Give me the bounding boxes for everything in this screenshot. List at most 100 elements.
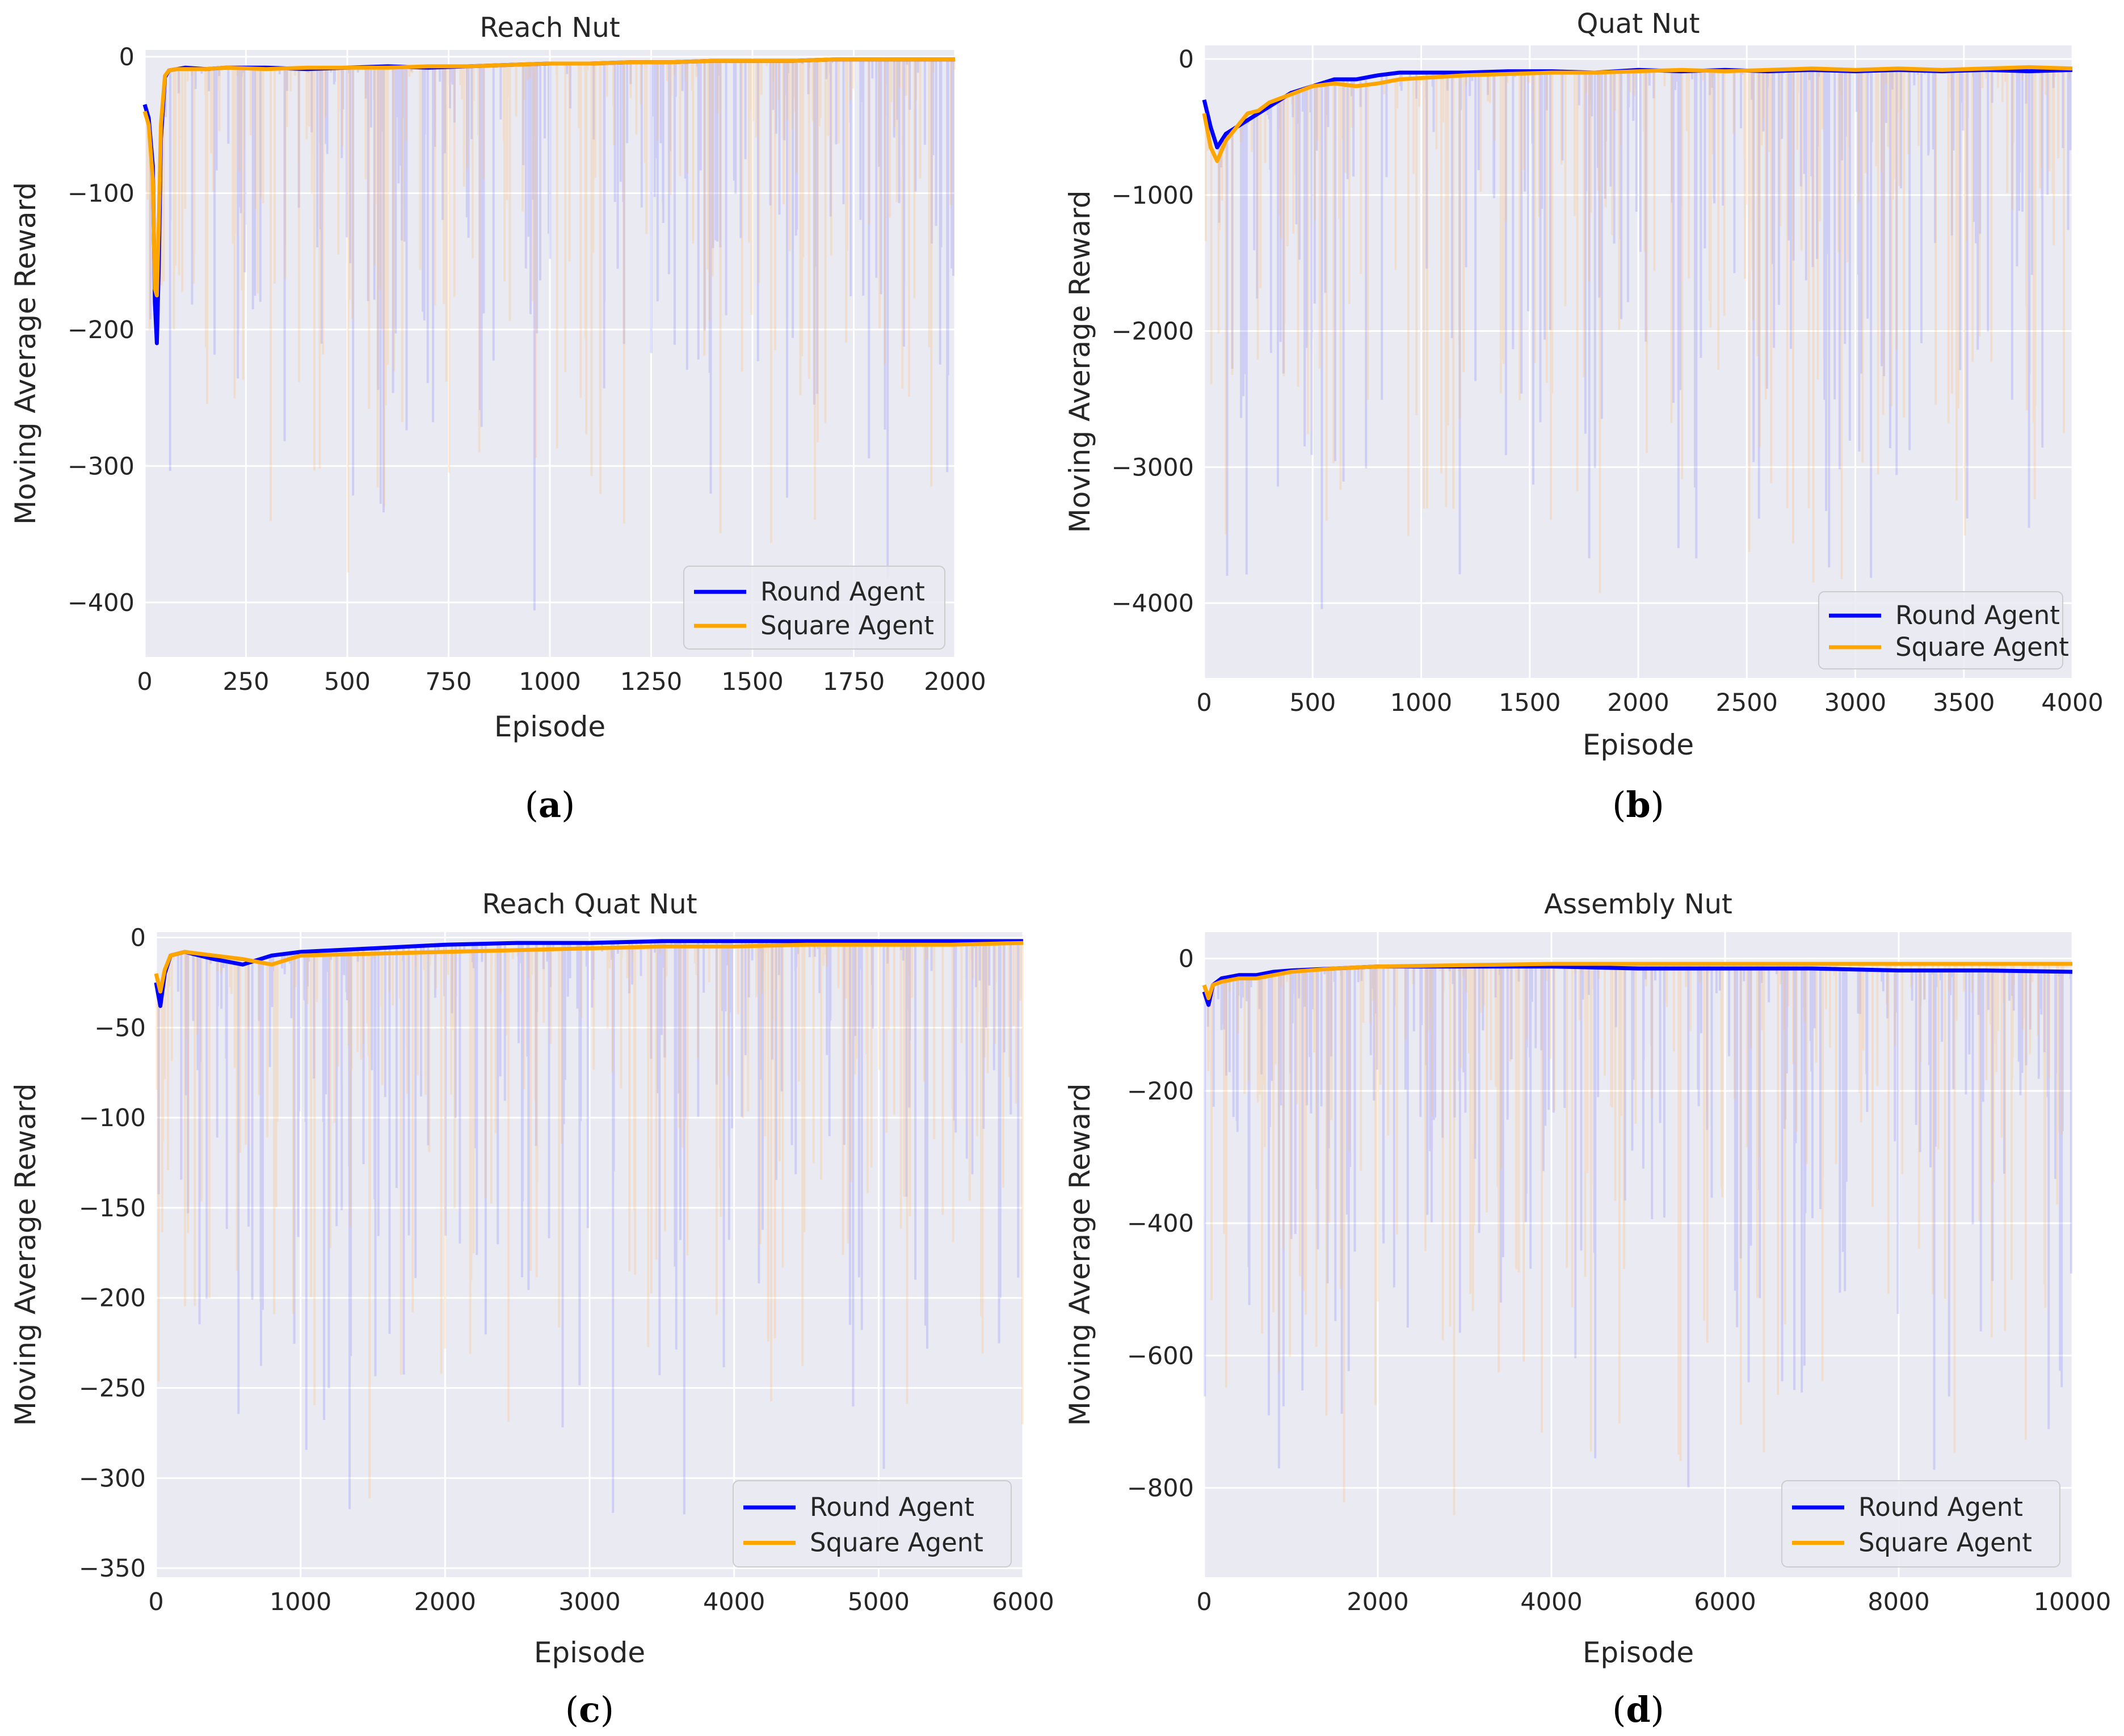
chart-title: Reach Quat Nut: [482, 888, 697, 920]
x-tick-label: 1500: [1499, 689, 1561, 717]
x-tick-label: 4000: [2041, 689, 2103, 717]
raw-round-agent-spikes: [157, 941, 1021, 1515]
legend-label: Square Agent: [1858, 1527, 2032, 1557]
chart-2: 0 500 1000 1500 2000 2500 3000 3500 4000 0 −1000 −2…: [1063, 8, 2104, 825]
x-axis-label: Episode: [1583, 728, 1694, 761]
x-tick-label: 0: [1196, 689, 1212, 717]
chart-title: Quat Nut: [1577, 8, 1700, 40]
y-tick-label: −400: [1127, 1210, 1194, 1238]
y-tick-label: 0: [1179, 945, 1194, 974]
plot-area: [1204, 932, 2072, 1577]
raw-reward-spikes: [146, 59, 956, 611]
y-tick-label: −100: [68, 179, 134, 208]
x-axis-label: Episode: [534, 1636, 645, 1669]
x-tick-label: 1250: [620, 668, 682, 696]
series-line-square-agent: [1202, 65, 2073, 163]
x-tick-label: 5000: [848, 1588, 910, 1616]
y-axis-label: Moving Average Reward: [9, 1084, 42, 1426]
y-tick-label: −250: [79, 1375, 146, 1403]
chart-title: Assembly Nut: [1544, 888, 1732, 920]
x-tick-label: 0: [137, 668, 152, 696]
x-tick-label: 6000: [1694, 1588, 1756, 1616]
y-tick-label: −2000: [1112, 318, 1194, 346]
y-tick-label: −200: [68, 316, 134, 344]
x-tick-label: 4000: [703, 1588, 765, 1616]
legend-box: [733, 1480, 1012, 1568]
chart-1: 0 250 500 750 1000 1250 1500 1750 2000 0 −100 −200 −…: [9, 12, 986, 825]
x-tick-label: 2000: [414, 1588, 476, 1616]
y-tick-label: −150: [79, 1194, 146, 1223]
x-tick-label: 2000: [924, 668, 986, 696]
subfigure-caption: (d): [1612, 1689, 1664, 1730]
y-tick-label: 0: [131, 924, 146, 953]
legend-label: Square Agent: [1895, 632, 2069, 662]
x-tick-label: 3000: [558, 1588, 620, 1616]
x-tick-label: 1000: [270, 1588, 331, 1616]
legend-label: Round Agent: [1895, 600, 2060, 630]
y-axis-label: Moving Average Reward: [1063, 1084, 1096, 1426]
y-axis-label: Moving Average Reward: [1063, 191, 1096, 533]
x-tick-label: 0: [1196, 1588, 1212, 1616]
y-tick-label: 0: [1179, 45, 1194, 74]
legend-box: [683, 566, 945, 650]
y-tick-label: −200: [1127, 1077, 1194, 1106]
legend-label: Round Agent: [810, 1492, 974, 1522]
y-tick-label: −1000: [1112, 182, 1194, 210]
legend-label: Square Agent: [810, 1527, 983, 1557]
x-tick-label: 1000: [519, 668, 581, 696]
legend-label: Round Agent: [760, 576, 925, 606]
series-line-square-agent: [1202, 962, 2072, 1001]
legend-box: [1818, 591, 2063, 669]
x-tick-label: 250: [222, 668, 269, 696]
legend-label: Square Agent: [760, 610, 934, 641]
y-tick-label: −3000: [1112, 453, 1194, 482]
y-tick-label: −300: [68, 452, 134, 481]
raw-square-agent-spikes: [1207, 964, 2068, 1515]
y-tick-label: −50: [94, 1014, 146, 1042]
chart-3: 0 1000 2000 3000 4000 5000 6000 0 −50 −100 −150 −20…: [9, 888, 1054, 1730]
x-tick-label: 1500: [721, 668, 783, 696]
y-tick-label: −800: [1127, 1474, 1194, 1503]
x-tick-label: 1000: [1390, 689, 1452, 717]
y-tick-label: −350: [79, 1554, 146, 1583]
y-tick-label: −4000: [1112, 589, 1194, 618]
legend-label: Round Agent: [1858, 1492, 2023, 1522]
x-tick-label: 500: [1289, 689, 1336, 717]
y-tick-label: 0: [119, 43, 134, 71]
x-axis-label: Episode: [1583, 1636, 1694, 1669]
x-tick-label: 500: [324, 668, 371, 696]
subfigure-caption: (b): [1612, 784, 1664, 825]
y-tick-label: −200: [79, 1284, 146, 1313]
legend: Round Agent Square Agent: [1781, 1480, 2060, 1568]
x-tick-label: 4000: [1520, 1588, 1582, 1616]
x-tick-label: 8000: [1868, 1588, 1929, 1616]
subfigure-caption: (a): [525, 784, 575, 825]
x-tick-label: 750: [425, 668, 472, 696]
x-tick-label: 3500: [1933, 689, 1995, 717]
x-tick-label: 10000: [2034, 1588, 2112, 1616]
series-line-square-agent: [154, 941, 1024, 994]
y-tick-label: −400: [68, 589, 134, 617]
x-tick-label: 1750: [823, 668, 885, 696]
y-axis-label: Moving Average Reward: [9, 182, 42, 525]
legend: Round Agent Square Agent: [733, 1480, 1012, 1568]
x-tick-label: 2000: [1607, 689, 1669, 717]
legend-box: [1781, 1480, 2060, 1568]
x-tick-label: 0: [148, 1588, 163, 1616]
y-tick-label: −100: [79, 1104, 146, 1132]
chart-title: Reach Nut: [480, 12, 620, 44]
y-tick-label: −600: [1127, 1342, 1194, 1370]
chart-4: 0 2000 4000 6000 8000 10000 0 −200 −400 −600 −800 A…: [1063, 888, 2111, 1730]
y-tick-label: −300: [79, 1464, 146, 1493]
x-tick-label: 2500: [1716, 689, 1778, 717]
x-tick-label: 2000: [1347, 1588, 1408, 1616]
raw-reward-spikes: [1204, 964, 2072, 1515]
series-line-square-agent: [142, 57, 955, 298]
x-tick-label: 6000: [992, 1588, 1054, 1616]
subfigure-caption: (c): [565, 1689, 614, 1730]
x-tick-label: 3000: [1824, 689, 1886, 717]
x-axis-label: Episode: [494, 710, 605, 743]
legend: Round Agent Square Agent: [683, 566, 945, 650]
